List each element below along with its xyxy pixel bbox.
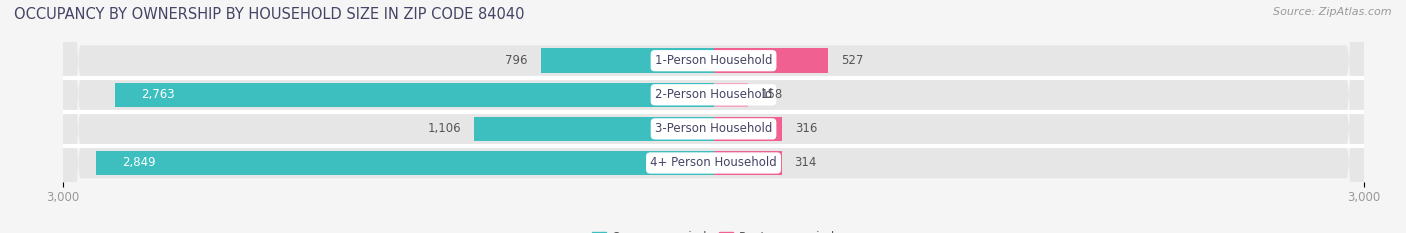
FancyBboxPatch shape bbox=[63, 0, 1364, 233]
Bar bbox=[713, 151, 782, 175]
Text: 2,763: 2,763 bbox=[141, 88, 174, 101]
Text: 796: 796 bbox=[506, 54, 529, 67]
Text: 158: 158 bbox=[761, 88, 783, 101]
Bar bbox=[541, 48, 713, 73]
Bar bbox=[713, 82, 748, 107]
Text: OCCUPANCY BY OWNERSHIP BY HOUSEHOLD SIZE IN ZIP CODE 84040: OCCUPANCY BY OWNERSHIP BY HOUSEHOLD SIZE… bbox=[14, 7, 524, 22]
FancyBboxPatch shape bbox=[63, 0, 1364, 233]
Text: 4+ Person Household: 4+ Person Household bbox=[650, 157, 778, 169]
Text: 2,849: 2,849 bbox=[122, 157, 156, 169]
Legend: Owner-occupied, Renter-occupied: Owner-occupied, Renter-occupied bbox=[586, 226, 841, 233]
Text: 316: 316 bbox=[794, 122, 817, 135]
Text: 3-Person Household: 3-Person Household bbox=[655, 122, 772, 135]
Bar bbox=[474, 116, 713, 141]
FancyBboxPatch shape bbox=[63, 0, 1364, 233]
Text: Source: ZipAtlas.com: Source: ZipAtlas.com bbox=[1274, 7, 1392, 17]
Text: 2-Person Household: 2-Person Household bbox=[655, 88, 772, 101]
Bar bbox=[96, 151, 713, 175]
Text: 527: 527 bbox=[841, 54, 863, 67]
Text: 1-Person Household: 1-Person Household bbox=[655, 54, 772, 67]
Text: 1,106: 1,106 bbox=[427, 122, 461, 135]
FancyBboxPatch shape bbox=[63, 0, 1364, 233]
Bar bbox=[713, 48, 828, 73]
Bar bbox=[115, 82, 713, 107]
Bar bbox=[713, 116, 782, 141]
Text: 314: 314 bbox=[794, 157, 817, 169]
